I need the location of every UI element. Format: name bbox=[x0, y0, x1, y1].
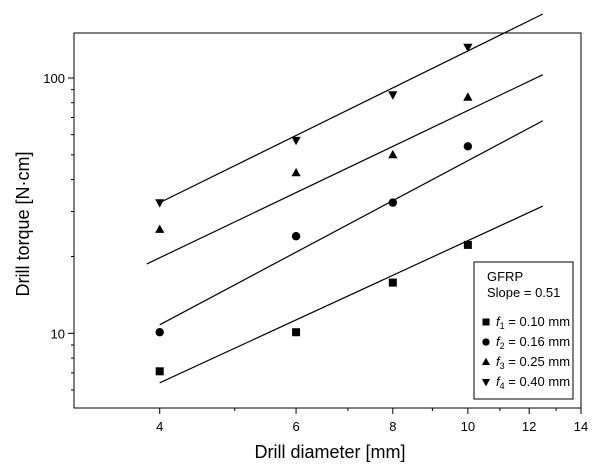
data-point-series-2 bbox=[463, 142, 473, 151]
legend-label-series-4: f4 = 0.40 mm bbox=[496, 374, 570, 391]
legend-title-line: Slope = 0.51 bbox=[487, 285, 560, 300]
data-point-series-2 bbox=[155, 328, 164, 337]
axis-ticks: 4 6 8 10 12 14 10 100 bbox=[43, 71, 588, 434]
x-axis-label: Drill diameter [mm] bbox=[254, 442, 405, 462]
legend-marker-series-1 bbox=[482, 318, 490, 326]
fit-lines bbox=[146, 13, 544, 384]
legend-marker-series-4 bbox=[481, 379, 491, 387]
x-tick-label: 6 bbox=[292, 419, 299, 434]
x-tick-label: 8 bbox=[389, 419, 396, 434]
legend-title-line: GFRP bbox=[487, 269, 523, 284]
data-point-series-3 bbox=[155, 224, 165, 233]
fit-line-series-1 bbox=[159, 205, 544, 384]
legend-label-series-3: f3 = 0.25 mm bbox=[496, 354, 570, 371]
legend-marker-series-3 bbox=[481, 357, 491, 365]
data-point-series-3 bbox=[463, 92, 473, 101]
legend-box bbox=[473, 261, 574, 400]
data-point-series-1 bbox=[388, 278, 397, 287]
data-point-series-1 bbox=[463, 240, 472, 249]
fit-line-series-3 bbox=[146, 74, 544, 265]
data-point-series-4 bbox=[291, 136, 301, 146]
fit-line-series-2 bbox=[159, 120, 544, 326]
fit-line-series-4 bbox=[159, 13, 544, 204]
plot-frame bbox=[73, 32, 582, 409]
data-point-series-2 bbox=[291, 232, 301, 241]
x-tick-label: 14 bbox=[574, 419, 588, 434]
y-tick-label: 10 bbox=[51, 326, 65, 341]
x-tick-label: 12 bbox=[522, 419, 536, 434]
y-tick-label: 100 bbox=[43, 71, 65, 86]
data-point-series-3 bbox=[388, 149, 398, 159]
y-axis-label: Drill torque [N·cm] bbox=[13, 151, 33, 296]
data-point-series-3 bbox=[291, 167, 301, 177]
data-point-series-2 bbox=[388, 198, 398, 207]
data-point-series-4 bbox=[155, 199, 165, 208]
data-point-series-1 bbox=[155, 367, 164, 376]
x-tick-label: 10 bbox=[461, 419, 475, 434]
plot-area-border bbox=[73, 32, 582, 409]
data-point-series-1 bbox=[292, 328, 301, 337]
x-tick-label: 4 bbox=[156, 419, 163, 434]
legend-marker-series-2 bbox=[482, 338, 490, 346]
legend-label-series-1: f1 = 0.10 mm bbox=[496, 314, 570, 331]
legend-label-series-2: f2 = 0.16 mm bbox=[496, 334, 570, 351]
data-point-series-4 bbox=[388, 91, 398, 100]
data-points bbox=[155, 43, 473, 376]
data-point-series-4 bbox=[463, 43, 473, 53]
